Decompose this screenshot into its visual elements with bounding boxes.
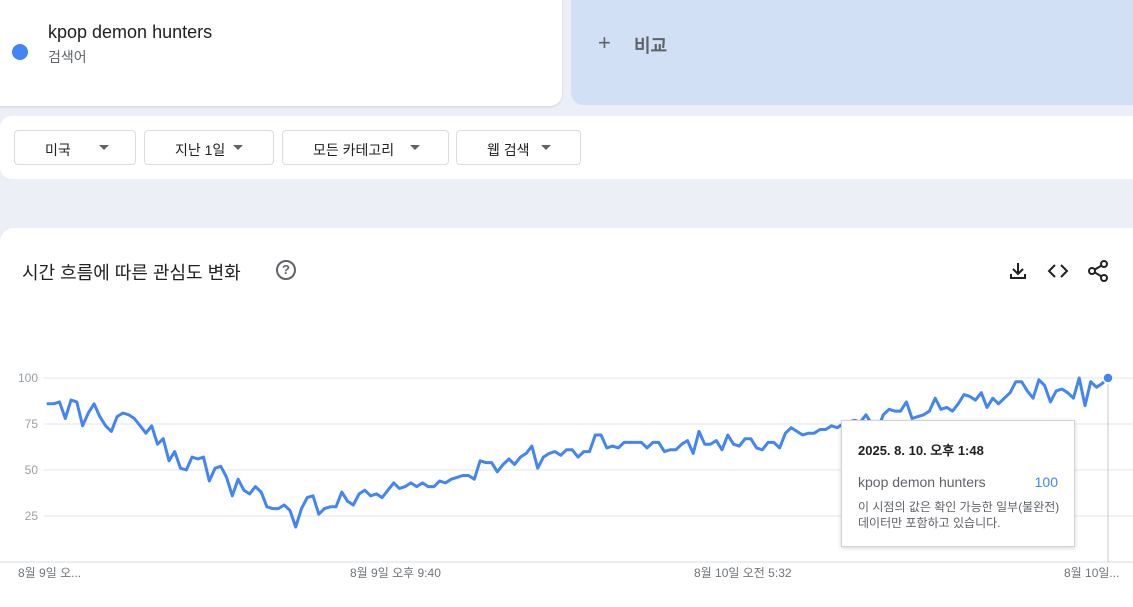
category-filter-dropdown[interactable]: 모든 카테고리	[282, 130, 449, 165]
time-filter-label: 지난 1일	[175, 142, 226, 158]
tooltip-term: kpop demon hunters	[858, 474, 986, 490]
download-icon[interactable]	[1006, 259, 1030, 283]
chevron-down-icon	[99, 145, 109, 150]
chevron-down-icon	[541, 145, 551, 150]
plus-icon: +	[598, 30, 611, 55]
search-term-card[interactable]: kpop demon hunters 검색어	[0, 0, 562, 106]
filter-bar: 미국 지난 1일 모든 카테고리 웹 검색	[0, 116, 1133, 179]
tooltip-note: 이 시점의 값은 확인 가능한 일부(불완전) 데이터만 포함하고 있습니다.	[858, 500, 1060, 530]
embed-code-icon[interactable]	[1046, 259, 1070, 283]
tooltip-date: 2025. 8. 10. 오후 1:48	[858, 443, 984, 458]
term-name: kpop demon hunters	[48, 22, 213, 42]
tooltip-value: 100	[1034, 474, 1058, 490]
category-filter-label: 모든 카테고리	[313, 142, 395, 158]
region-filter-dropdown[interactable]: 미국	[14, 130, 136, 165]
search-type-filter-dropdown[interactable]: 웹 검색	[456, 130, 581, 165]
hover-data-point	[1102, 372, 1114, 384]
chart-tooltip: 2025. 8. 10. 오후 1:48 kpop demon hunters …	[841, 420, 1075, 547]
y-tick-label: 100	[18, 371, 38, 385]
x-tick-label: 8월 9일 오...	[18, 566, 81, 580]
compare-label: 비교	[634, 36, 668, 56]
y-tick-label: 50	[25, 463, 39, 477]
y-tick-label: 75	[25, 417, 39, 431]
x-tick-label: 8월 10일...	[1064, 566, 1119, 580]
chart-title: 시간 흐름에 따른 관심도 변화	[22, 263, 241, 283]
chevron-down-icon	[410, 145, 420, 150]
chevron-down-icon	[233, 145, 243, 150]
term-type-label: 검색어	[48, 49, 87, 65]
help-icon[interactable]: ?	[276, 260, 296, 280]
share-icon[interactable]	[1086, 259, 1110, 283]
x-tick-label: 8월 9일 오후 9:40	[350, 566, 441, 580]
y-tick-label: 25	[25, 509, 39, 523]
series-line	[46, 376, 1110, 529]
time-filter-dropdown[interactable]: 지난 1일	[144, 130, 274, 165]
compare-button[interactable]: + 비교	[571, 0, 1133, 105]
region-filter-label: 미국	[45, 142, 71, 158]
term-color-dot	[12, 44, 28, 60]
x-tick-label: 8월 10일 오전 5:32	[694, 566, 792, 580]
search-type-filter-label: 웹 검색	[487, 142, 530, 158]
